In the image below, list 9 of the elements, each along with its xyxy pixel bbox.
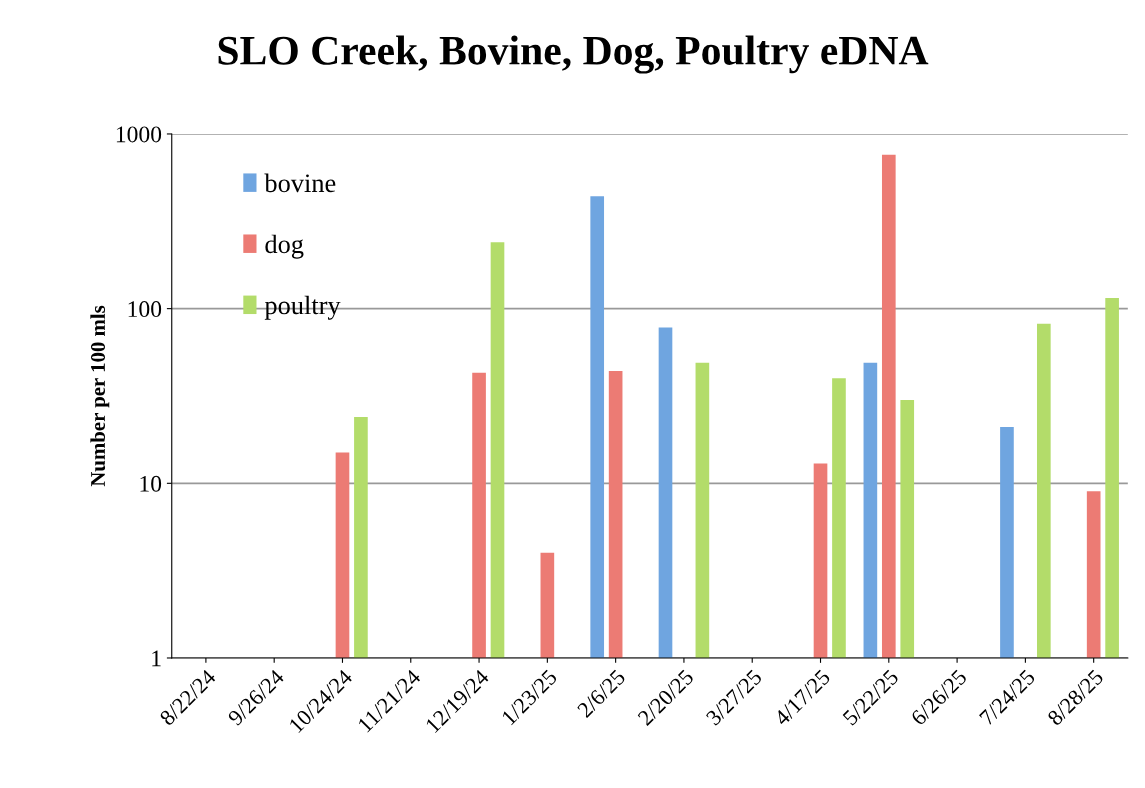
legend-label: bovine	[264, 173, 336, 193]
y-tick-label: 1000	[116, 126, 162, 143]
chart-title: SLO Creek, Bovine, Dog, Poultry eDNA	[218, 35, 929, 74]
y-tick-label: 100	[128, 301, 162, 318]
y-axis-title: Number per 100 mls	[90, 305, 110, 487]
legend-label: poultry	[264, 295, 341, 320]
legend-label: dog	[265, 234, 304, 259]
y-tick-label: 1	[152, 650, 161, 667]
y-tick-label: 10	[140, 475, 162, 492]
